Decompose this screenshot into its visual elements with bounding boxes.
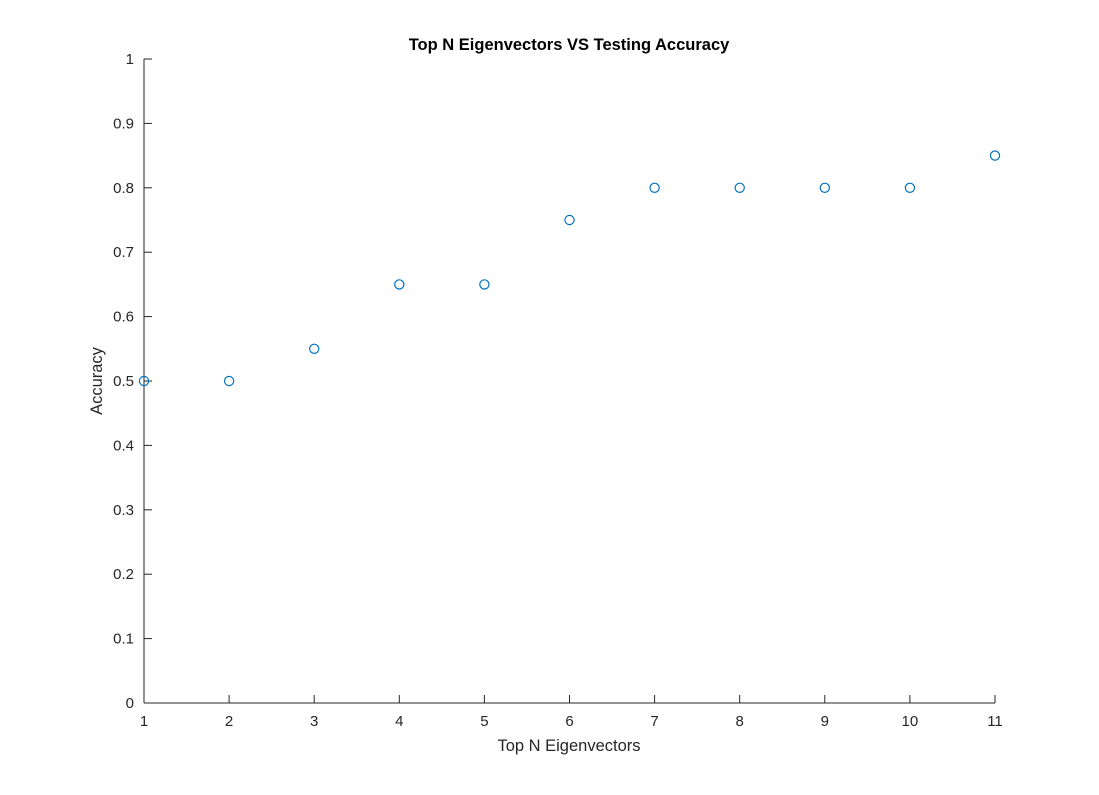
data-point xyxy=(309,343,320,354)
x-tick-label: 5 xyxy=(480,713,488,730)
y-tick-label: 0.2 xyxy=(113,566,134,583)
data-point xyxy=(904,182,916,193)
data-point xyxy=(819,182,831,193)
x-tick-label: 7 xyxy=(650,713,658,730)
data-point xyxy=(479,279,490,290)
x-tick-label: 3 xyxy=(310,713,318,730)
data-point xyxy=(734,182,745,193)
y-tick-label: 0 xyxy=(126,695,134,712)
y-tick-label: 0.1 xyxy=(113,631,134,648)
data-point xyxy=(649,182,660,193)
y-tick-label: 0.8 xyxy=(113,180,134,197)
chart-title: Top N Eigenvectors VS Testing Accuracy xyxy=(409,36,730,54)
x-tick-label: 10 xyxy=(902,713,919,730)
data-point xyxy=(989,150,1001,161)
x-tick-label: 6 xyxy=(565,713,573,730)
x-axis-title: Top N Eigenvectors xyxy=(497,737,640,755)
y-tick-label: 0.3 xyxy=(113,502,134,519)
y-tick-label: 0.7 xyxy=(113,244,134,261)
y-tick-label: 0.6 xyxy=(113,309,134,326)
data-point xyxy=(564,214,575,226)
y-tick-label: 1 xyxy=(126,51,134,68)
y-tick-label: 0.9 xyxy=(113,115,134,132)
y-tick-label: 0.4 xyxy=(113,437,134,454)
data-point xyxy=(394,279,405,290)
data-points xyxy=(138,150,1001,387)
x-tick-label: 2 xyxy=(225,713,233,730)
y-tick-label: 0.5 xyxy=(113,373,134,390)
x-tick-label: 4 xyxy=(395,713,403,730)
x-tick-label: 9 xyxy=(821,713,829,730)
y-axis-title: Accuracy xyxy=(88,346,106,415)
ticks: 1 2 3 4 5 6 7 8 9 10 11 0 0.1 0.2 0.3 0.4 0.5 0.6 0.7 0.8 0.… xyxy=(113,51,1003,730)
data-point xyxy=(223,375,235,387)
x-tick-label: 11 xyxy=(987,713,1003,730)
x-tick-label: 8 xyxy=(736,713,744,730)
data-point xyxy=(138,375,150,387)
x-tick-label: 1 xyxy=(140,713,148,730)
